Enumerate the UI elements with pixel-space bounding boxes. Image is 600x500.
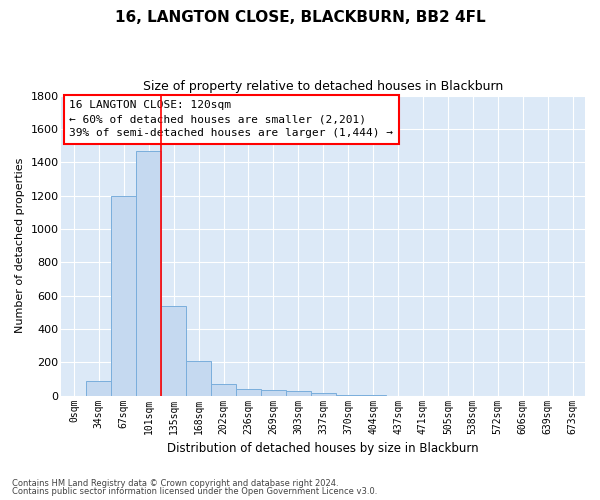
Bar — [161, 306, 186, 396]
Title: Size of property relative to detached houses in Blackburn: Size of property relative to detached ho… — [143, 80, 503, 93]
Bar — [236, 389, 261, 396]
Bar — [86, 382, 112, 396]
X-axis label: Distribution of detached houses by size in Blackburn: Distribution of detached houses by size … — [167, 442, 479, 455]
Y-axis label: Number of detached properties: Number of detached properties — [15, 158, 25, 334]
Bar — [211, 384, 236, 396]
Text: 16 LANGTON CLOSE: 120sqm
← 60% of detached houses are smaller (2,201)
39% of sem: 16 LANGTON CLOSE: 120sqm ← 60% of detach… — [70, 100, 394, 138]
Bar — [186, 362, 211, 396]
Bar — [136, 150, 161, 396]
Text: Contains HM Land Registry data © Crown copyright and database right 2024.: Contains HM Land Registry data © Crown c… — [12, 478, 338, 488]
Bar — [112, 196, 136, 396]
Bar — [286, 392, 311, 396]
Bar — [311, 393, 335, 396]
Bar — [261, 390, 286, 396]
Text: Contains public sector information licensed under the Open Government Licence v3: Contains public sector information licen… — [12, 487, 377, 496]
Text: 16, LANGTON CLOSE, BLACKBURN, BB2 4FL: 16, LANGTON CLOSE, BLACKBURN, BB2 4FL — [115, 10, 485, 25]
Bar — [335, 395, 361, 396]
